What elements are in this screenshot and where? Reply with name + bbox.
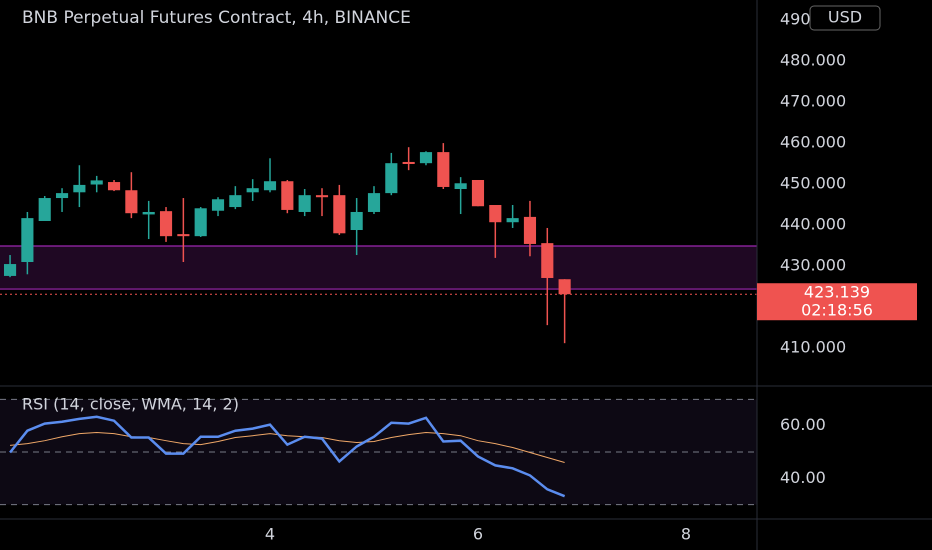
candle-body xyxy=(281,181,294,210)
candle-body xyxy=(194,208,207,237)
candle-body xyxy=(437,152,450,187)
rsi-line xyxy=(9,415,566,498)
candle-body xyxy=(107,182,121,191)
overlay: 490.000480.000470.000460.000450.000440.0… xyxy=(22,5,917,544)
candle-body xyxy=(454,183,467,190)
x-tick-label: 6 xyxy=(473,525,483,544)
currency-button[interactable] xyxy=(809,5,881,31)
candle-body xyxy=(38,198,51,221)
candle-body xyxy=(55,193,69,199)
candle-body xyxy=(471,179,485,207)
candle-body xyxy=(177,234,190,237)
price-pane xyxy=(0,143,757,344)
candle-body xyxy=(229,195,242,208)
candle-body xyxy=(21,218,34,262)
rsi-pane xyxy=(0,398,757,506)
currency-label: USD xyxy=(828,8,862,27)
candle-body xyxy=(315,195,329,198)
y-tick-label: 480.000 xyxy=(780,51,846,70)
x-tick-label: 8 xyxy=(681,525,691,544)
candle-body xyxy=(419,152,433,164)
rsi-tick-label: 60.00 xyxy=(780,415,826,434)
y-tick-label: 430.000 xyxy=(780,256,846,275)
candle-body xyxy=(211,199,225,211)
candle-body xyxy=(263,181,277,191)
candle-body xyxy=(523,216,537,244)
y-tick-label: 470.000 xyxy=(780,92,846,111)
candle-body xyxy=(142,211,155,215)
y-tick-label: 440.000 xyxy=(780,215,846,234)
candle-body xyxy=(402,161,415,165)
candle-body xyxy=(246,188,259,193)
y-tick-label: 410.000 xyxy=(780,338,846,357)
rsi-tick-label: 40.00 xyxy=(780,468,826,487)
candle-body xyxy=(298,195,311,212)
rsi-ma-line xyxy=(9,432,565,463)
candle-body xyxy=(367,193,381,212)
countdown-label: 02:18:56 xyxy=(801,301,873,320)
last-price-label: 423.139 xyxy=(804,283,870,302)
candle-body xyxy=(333,195,346,234)
candle-body xyxy=(558,279,571,295)
candle-body xyxy=(125,190,138,214)
candle-body xyxy=(90,180,103,185)
candle-body xyxy=(385,163,398,194)
candle-body xyxy=(3,264,17,276)
candle-body xyxy=(506,218,519,223)
zone xyxy=(0,246,757,290)
candle-body xyxy=(541,243,554,278)
x-tick-label: 4 xyxy=(265,525,275,544)
chart-title: BNB Perpetual Futures Contract, 4h, BINA… xyxy=(22,8,411,28)
candle-body xyxy=(350,211,363,231)
y-tick-label: 450.000 xyxy=(780,174,846,193)
candle-body xyxy=(159,211,173,237)
y-tick-label: 460.000 xyxy=(780,133,846,152)
rsi-title: RSI (14, close, WMA, 14, 2) xyxy=(22,395,239,414)
candle-body xyxy=(489,205,502,223)
last-price-box xyxy=(757,283,917,321)
candle-body xyxy=(73,184,86,193)
